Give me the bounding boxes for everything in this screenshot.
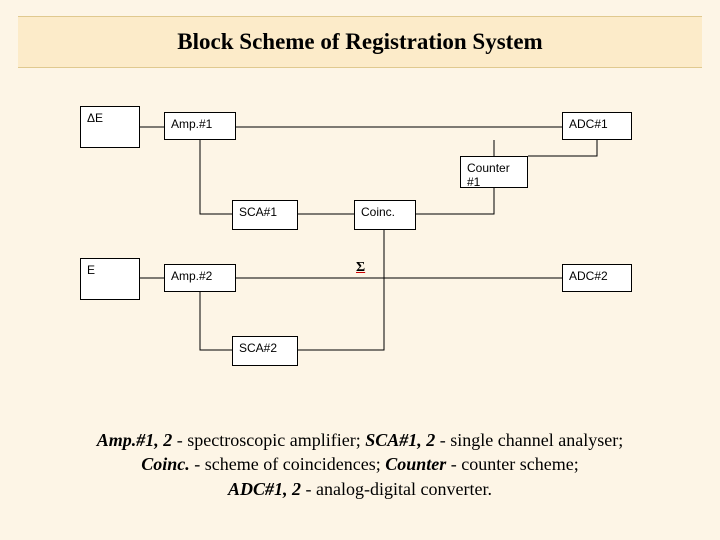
block-amp1: Amp.#1 — [164, 112, 236, 140]
block-sca2: SCA#2 — [232, 336, 298, 366]
block-counter: Counter #1 — [460, 156, 528, 188]
block-dE: ΔE — [80, 106, 140, 148]
block-coinc: Coinc. — [354, 200, 416, 230]
block-E: E — [80, 258, 140, 300]
block-adc1: ADC#1 — [562, 112, 632, 140]
block-amp2: Amp.#2 — [164, 264, 236, 292]
sigma-symbol: Σ — [356, 260, 365, 276]
title-bar: Block Scheme of Registration System — [18, 16, 702, 68]
block-sca1: SCA#1 — [232, 200, 298, 230]
caption: Amp.#1, 2 - spectroscopic amplifier; SCA… — [40, 428, 680, 501]
block-adc2: ADC#2 — [562, 264, 632, 292]
page-title: Block Scheme of Registration System — [177, 29, 542, 55]
